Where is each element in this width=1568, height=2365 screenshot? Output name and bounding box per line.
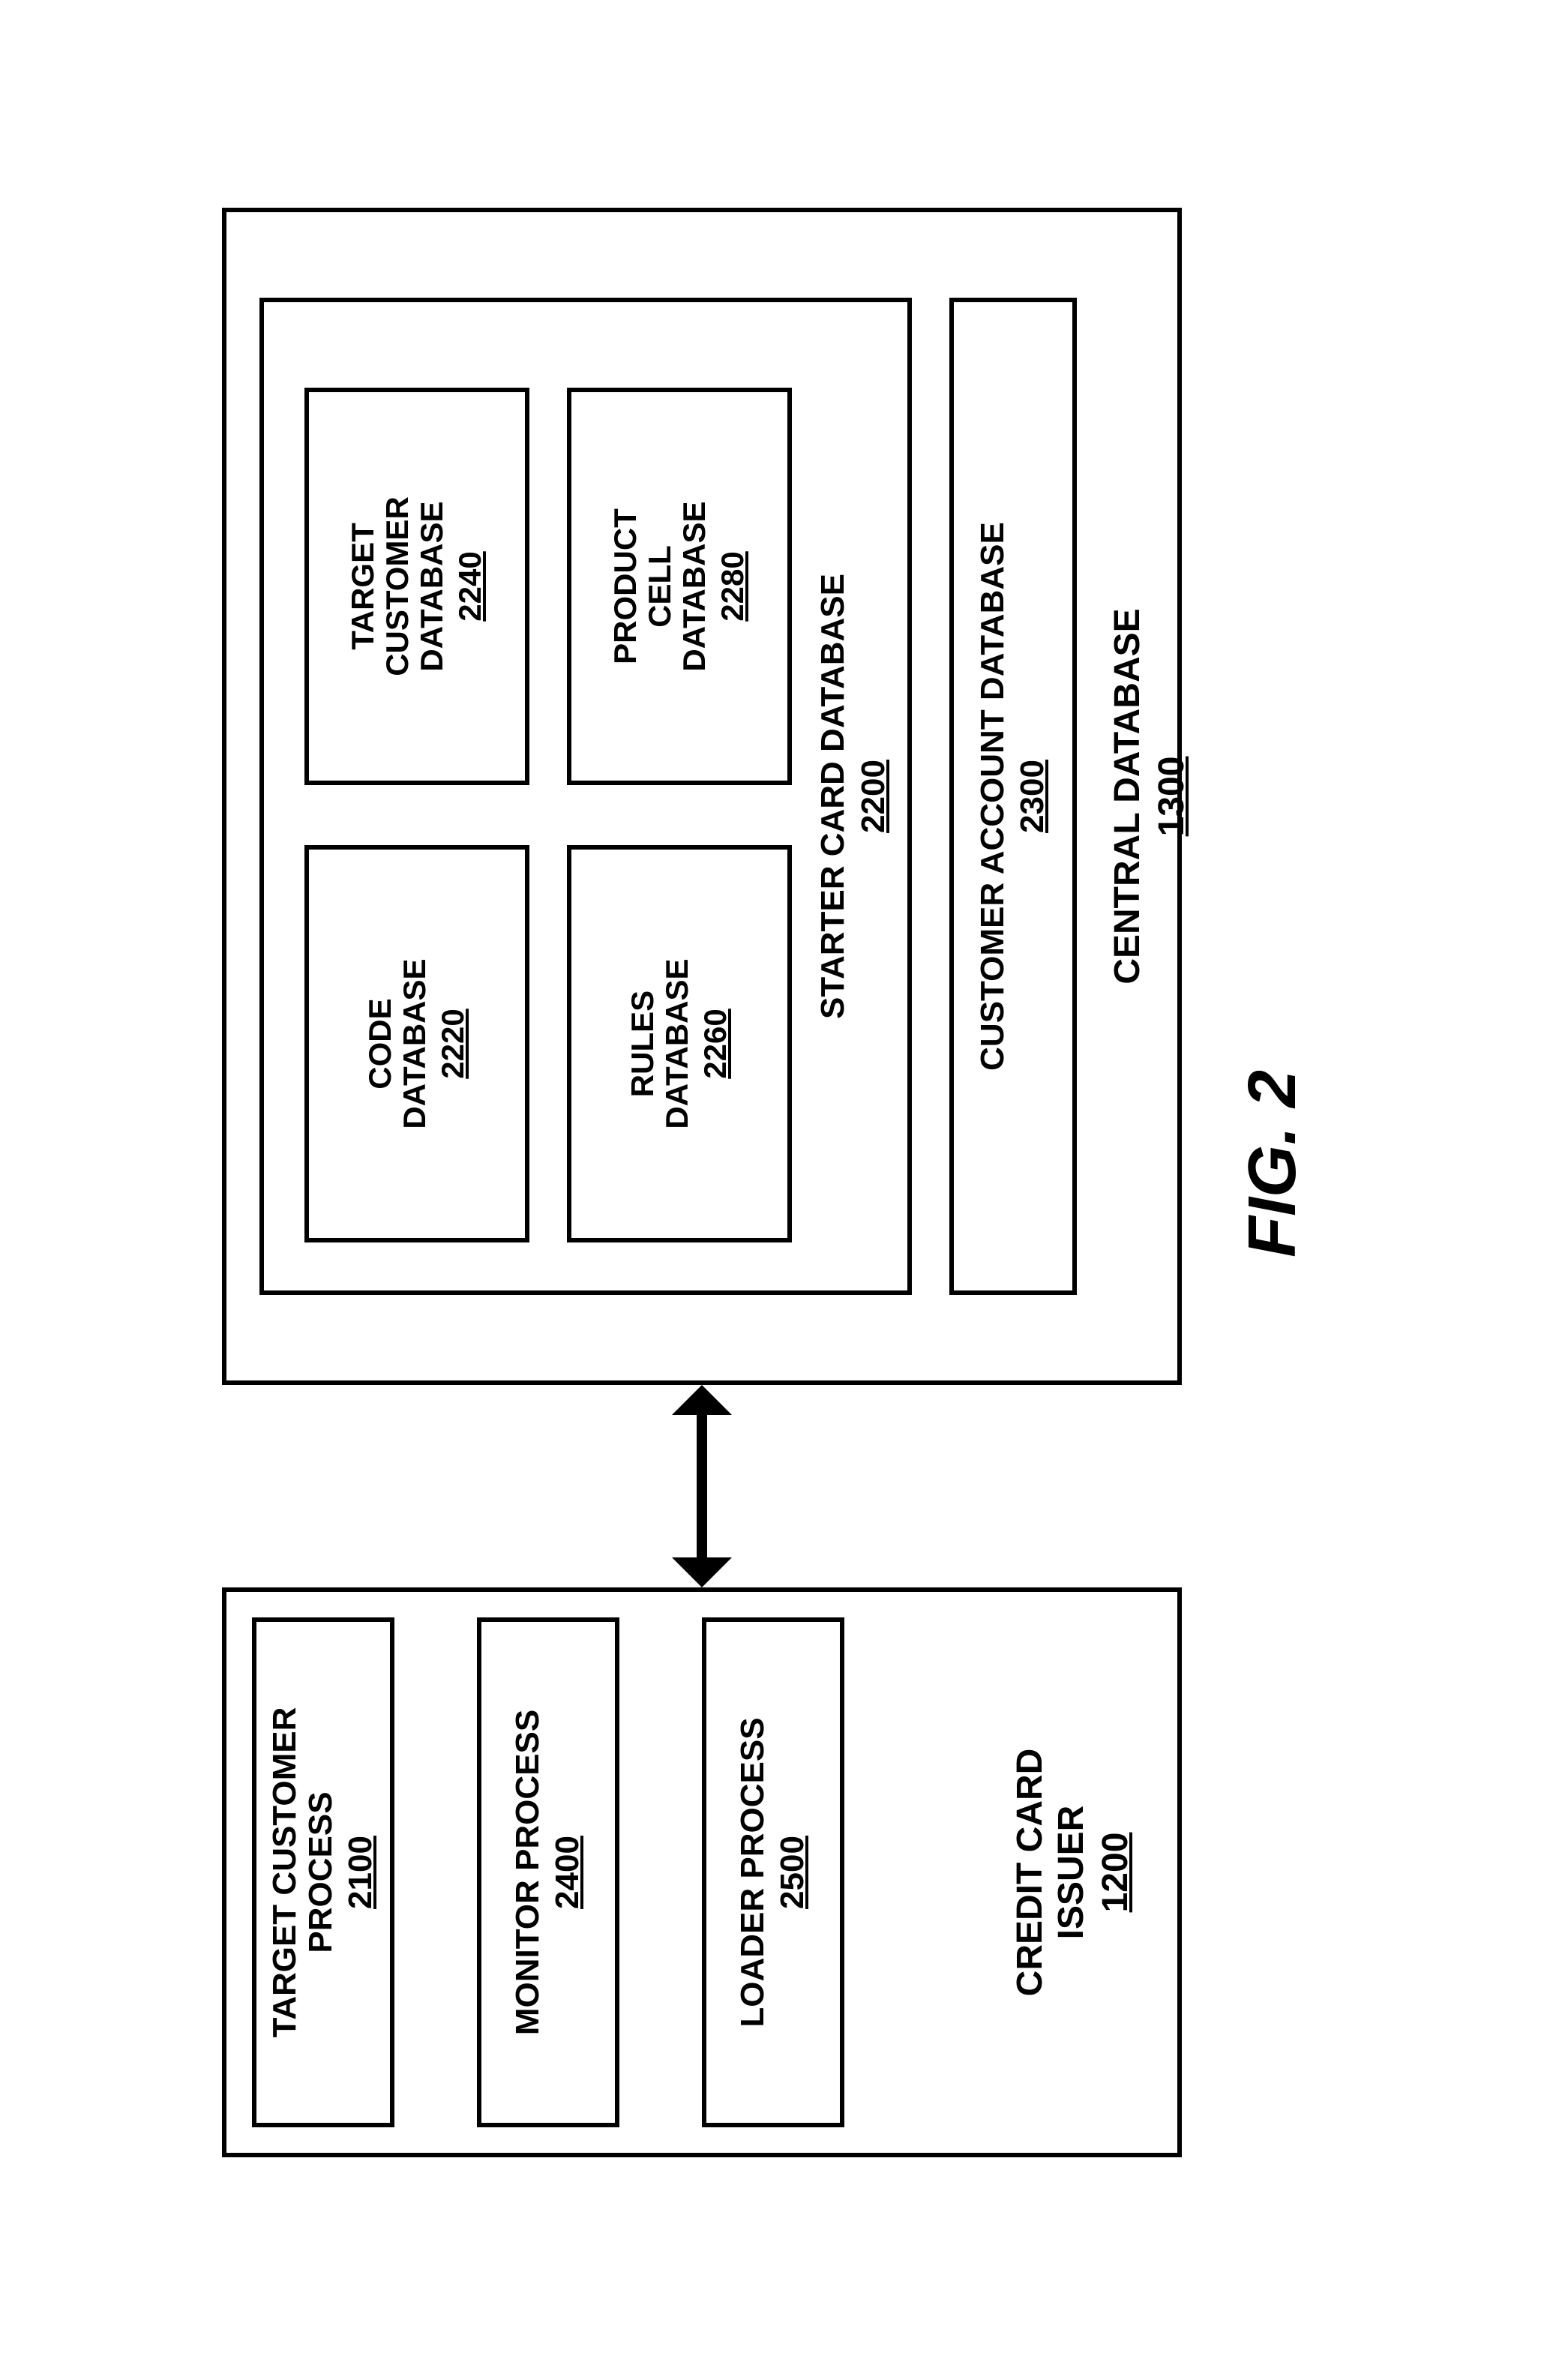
- left-process-1-label: MONITOR PROCESS: [509, 1710, 545, 2035]
- starter-card-database-label-text: STARTER CARD DATABASE: [814, 298, 852, 1295]
- left-process-2-id: 2500: [774, 1836, 811, 1909]
- credit-card-issuer-label: CREDIT CARDISSUER1200: [1009, 1587, 1136, 2157]
- central-database-label-text: CENTRAL DATABASE: [1107, 208, 1148, 1385]
- diagram-root: TARGET CUSTOMERPROCESS2100 MONITOR PROCES…: [222, 208, 1347, 2157]
- starter-card-database-label-id: 2200: [855, 298, 892, 1295]
- starter-inner-0-label: CODEDATABASE: [362, 958, 431, 1129]
- starter-inner-3-id: 2280: [715, 551, 751, 621]
- connector-arrow-line: [697, 1415, 707, 1557]
- starter-inner-0-id: 2220: [435, 1009, 471, 1078]
- left-process-1: MONITOR PROCESS2400: [477, 1617, 619, 2127]
- starter-inner-2-id: 2260: [697, 1009, 733, 1078]
- customer-account-database-id: 2300: [1014, 760, 1051, 833]
- customer-account-database: CUSTOMER ACCOUNT DATABASE2300: [949, 298, 1077, 1295]
- connector-arrow-head-left: [672, 1557, 732, 1587]
- starter-inner-3-label: PRODUCTCELLDATABASE: [607, 501, 712, 671]
- customer-account-database-label: CUSTOMER ACCOUNT DATABASE: [974, 522, 1010, 1071]
- connector-arrow-head-right: [672, 1385, 732, 1415]
- left-process-0-id: 2100: [342, 1836, 379, 1909]
- credit-card-issuer-label-text: CREDIT CARDISSUER: [1009, 1587, 1092, 2157]
- starter-inner-2-label: RULESDATABASE: [625, 958, 694, 1129]
- starter-inner-1: TARGETCUSTOMERDATABASE2240: [304, 388, 529, 785]
- starter-inner-3: PRODUCTCELLDATABASE2280: [567, 388, 792, 785]
- left-process-2-label: LOADER PROCESS: [734, 1717, 770, 2027]
- central-database-label: CENTRAL DATABASE1300: [1107, 208, 1192, 1385]
- left-process-0-label: TARGET CUSTOMERPROCESS: [266, 1707, 339, 2038]
- starter-inner-1-id: 2240: [452, 551, 488, 621]
- credit-card-issuer-label-id: 1200: [1095, 1587, 1136, 2157]
- starter-inner-0: CODEDATABASE2220: [304, 845, 529, 1242]
- central-database-label-id: 1300: [1151, 208, 1192, 1385]
- starter-card-database-label: STARTER CARD DATABASE2200: [814, 298, 892, 1295]
- left-process-1-id: 2400: [549, 1836, 586, 1909]
- left-process-2: LOADER PROCESS2500: [702, 1617, 844, 2127]
- starter-inner-1-label: TARGETCUSTOMERDATABASE: [345, 496, 449, 676]
- figure-label: FIG. 2: [1234, 1070, 1312, 1257]
- starter-inner-2: RULESDATABASE2260: [567, 845, 792, 1242]
- left-process-0: TARGET CUSTOMERPROCESS2100: [252, 1617, 394, 2127]
